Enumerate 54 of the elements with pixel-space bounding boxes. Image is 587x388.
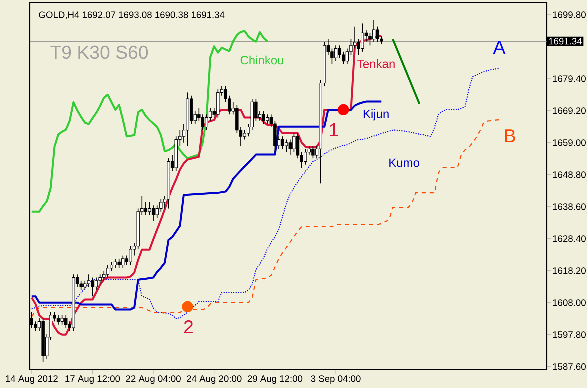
y-tick-label: 1587.60 xyxy=(553,364,586,370)
series-label: A xyxy=(493,41,506,54)
ref-line-label: 1691.34 xyxy=(549,38,582,45)
candlestick xyxy=(361,23,364,52)
candlestick xyxy=(296,133,300,159)
candlestick xyxy=(372,20,376,43)
annotation: T9 K30 S60 xyxy=(50,46,148,60)
text: GOLD,H4 1692.07 1693.08 1690.38 1691.34 xyxy=(39,12,225,20)
candlestick xyxy=(250,98,254,131)
x-tick-label: 14 Aug 2012 xyxy=(6,376,58,384)
y-tick-label: 1679.40 xyxy=(553,76,586,82)
annotation: 2 xyxy=(184,320,193,334)
candlestick xyxy=(304,148,308,166)
series-label: Tenkan xyxy=(357,60,395,68)
y-tick-label: 1628.40 xyxy=(553,236,586,242)
candlestick xyxy=(353,26,357,50)
y-tick-label: 1699.80 xyxy=(553,12,586,18)
candlestick xyxy=(84,280,87,291)
candlestick xyxy=(334,45,338,62)
y-tick-label: 1608.00 xyxy=(553,300,586,306)
candlestick xyxy=(64,315,68,328)
x-tick-label: 24 Aug 20:00 xyxy=(187,376,242,384)
candlestick xyxy=(94,277,98,291)
candlestick xyxy=(266,114,270,124)
y-tick-label: 1669.20 xyxy=(553,108,586,114)
x-tick-label: 3 Sep 04:00 xyxy=(311,376,361,384)
candlestick xyxy=(285,139,288,153)
x-tick-label: 22 Aug 04:00 xyxy=(126,376,181,384)
candlestick xyxy=(106,264,110,278)
candlestick xyxy=(346,48,350,65)
series-label: B xyxy=(505,130,516,142)
series-label: Chinkou xyxy=(240,56,284,65)
candlestick xyxy=(288,139,292,156)
candlestick xyxy=(342,52,346,65)
candlestick xyxy=(156,205,159,219)
y-tick-label: 1648.80 xyxy=(553,172,586,178)
candlestick xyxy=(87,274,91,288)
candlestick xyxy=(114,258,118,269)
candlestick xyxy=(201,114,205,131)
candlestick xyxy=(56,315,60,326)
y-tick-label: 1638.60 xyxy=(553,204,586,210)
x-tick-label: 29 Aug 12:00 xyxy=(248,376,303,384)
candlestick xyxy=(122,255,125,269)
candlestick xyxy=(144,202,148,216)
candlestick xyxy=(152,205,156,222)
y-tick-label: 1618.20 xyxy=(553,268,586,274)
candlestick xyxy=(174,136,178,172)
annotation: Kumo xyxy=(390,158,420,168)
y-tick-label: 1659.00 xyxy=(553,140,586,146)
x-tick-label: 17 Aug 12:00 xyxy=(66,376,120,384)
candlestick xyxy=(102,271,106,282)
y-tick-label: 1597.80 xyxy=(553,332,586,338)
annotation: 1 xyxy=(330,124,338,136)
series-label: Kijun xyxy=(364,110,389,121)
